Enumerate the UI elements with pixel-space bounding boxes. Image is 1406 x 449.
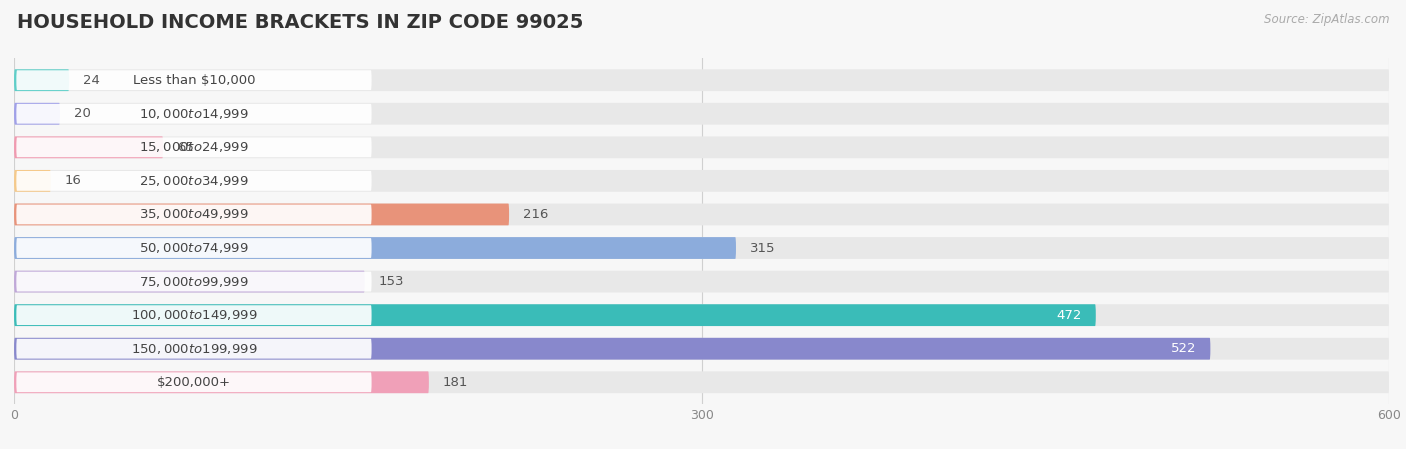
Text: Source: ZipAtlas.com: Source: ZipAtlas.com: [1264, 13, 1389, 26]
FancyBboxPatch shape: [14, 170, 1389, 192]
FancyBboxPatch shape: [14, 136, 1389, 158]
Text: $25,000 to $34,999: $25,000 to $34,999: [139, 174, 249, 188]
Text: $200,000+: $200,000+: [157, 376, 231, 389]
Text: HOUSEHOLD INCOME BRACKETS IN ZIP CODE 99025: HOUSEHOLD INCOME BRACKETS IN ZIP CODE 99…: [17, 13, 583, 32]
Text: $50,000 to $74,999: $50,000 to $74,999: [139, 241, 249, 255]
Text: 315: 315: [749, 242, 775, 255]
FancyBboxPatch shape: [14, 371, 429, 393]
Text: 472: 472: [1057, 308, 1083, 321]
FancyBboxPatch shape: [14, 371, 1389, 393]
Text: $100,000 to $149,999: $100,000 to $149,999: [131, 308, 257, 322]
FancyBboxPatch shape: [17, 104, 371, 123]
FancyBboxPatch shape: [14, 237, 735, 259]
FancyBboxPatch shape: [17, 372, 371, 392]
Text: 20: 20: [73, 107, 90, 120]
FancyBboxPatch shape: [14, 136, 163, 158]
Text: Less than $10,000: Less than $10,000: [132, 74, 256, 87]
FancyBboxPatch shape: [14, 338, 1389, 360]
FancyBboxPatch shape: [14, 237, 1389, 259]
FancyBboxPatch shape: [14, 170, 51, 192]
FancyBboxPatch shape: [17, 305, 371, 325]
FancyBboxPatch shape: [14, 304, 1095, 326]
FancyBboxPatch shape: [17, 339, 371, 359]
FancyBboxPatch shape: [17, 137, 371, 157]
Text: $150,000 to $199,999: $150,000 to $199,999: [131, 342, 257, 356]
FancyBboxPatch shape: [17, 171, 371, 191]
Text: 181: 181: [443, 376, 468, 389]
Text: $10,000 to $14,999: $10,000 to $14,999: [139, 107, 249, 121]
Text: 216: 216: [523, 208, 548, 221]
Text: 24: 24: [83, 74, 100, 87]
FancyBboxPatch shape: [14, 203, 1389, 225]
Text: $15,000 to $24,999: $15,000 to $24,999: [139, 141, 249, 154]
FancyBboxPatch shape: [17, 70, 371, 90]
Text: $35,000 to $49,999: $35,000 to $49,999: [139, 207, 249, 221]
Text: 65: 65: [177, 141, 194, 154]
FancyBboxPatch shape: [14, 271, 1389, 292]
FancyBboxPatch shape: [14, 271, 364, 292]
FancyBboxPatch shape: [14, 69, 1389, 91]
FancyBboxPatch shape: [17, 238, 371, 258]
FancyBboxPatch shape: [17, 205, 371, 224]
FancyBboxPatch shape: [14, 203, 509, 225]
FancyBboxPatch shape: [14, 69, 69, 91]
Text: $75,000 to $99,999: $75,000 to $99,999: [139, 275, 249, 289]
Text: 16: 16: [65, 174, 82, 187]
FancyBboxPatch shape: [14, 304, 1389, 326]
FancyBboxPatch shape: [14, 103, 60, 125]
FancyBboxPatch shape: [14, 103, 1389, 125]
FancyBboxPatch shape: [17, 272, 371, 291]
Text: 153: 153: [378, 275, 404, 288]
FancyBboxPatch shape: [14, 338, 1211, 360]
Text: 522: 522: [1171, 342, 1197, 355]
